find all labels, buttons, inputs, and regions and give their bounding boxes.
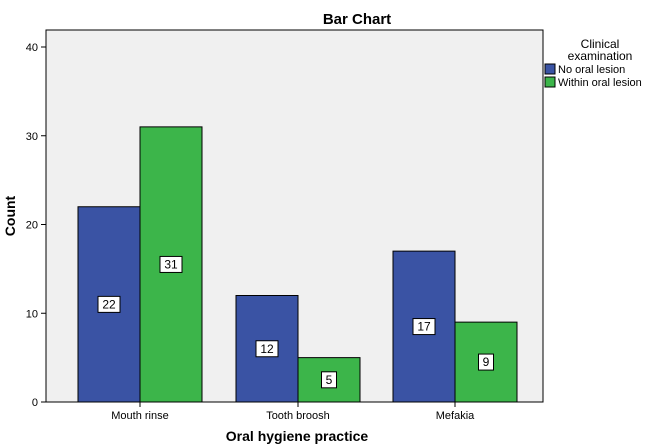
x-tick-label: Tooth broosh (266, 410, 330, 422)
bars: 22 31 12 5 17 9 (77, 126, 518, 403)
data-label-box (321, 371, 337, 389)
data-label-box (255, 340, 279, 358)
legend-swatch (544, 76, 556, 88)
legend-label: Within oral lesion (558, 77, 642, 89)
y-tick-label: 20 (26, 220, 38, 232)
data-label: 5 (326, 373, 333, 387)
data-label-box (159, 255, 183, 273)
legend-title-line1: Clinical (581, 37, 620, 51)
data-label: 17 (417, 320, 431, 334)
data-label-box (412, 318, 436, 336)
x-tick-label: Mefakia (436, 410, 475, 422)
data-label-box (97, 295, 121, 313)
data-label: 9 (483, 355, 490, 369)
y-tick-label: 40 (26, 42, 38, 54)
chart-title: Bar Chart (323, 11, 391, 28)
x-axis-title: Oral hygiene practice (226, 428, 369, 444)
y-axis: 0 10 20 30 40 (26, 42, 46, 409)
y-tick-label: 30 (26, 131, 38, 143)
y-tick-label: 0 (32, 397, 38, 409)
x-tick-label: Mouth rinse (111, 410, 168, 422)
y-axis-title: Count (2, 195, 18, 236)
data-label-box (478, 353, 494, 371)
data-label: 31 (164, 257, 178, 271)
legend: Clinical examination No oral lesionWithi… (544, 37, 642, 89)
legend-swatch (544, 63, 556, 75)
data-label: 22 (102, 297, 116, 311)
x-axis: Mouth rinse Tooth broosh Mefakia (111, 402, 475, 422)
legend-label: No oral lesion (558, 64, 625, 76)
data-label: 12 (260, 342, 274, 356)
y-tick-label: 10 (26, 308, 38, 320)
legend-title-line2: examination (568, 49, 633, 63)
